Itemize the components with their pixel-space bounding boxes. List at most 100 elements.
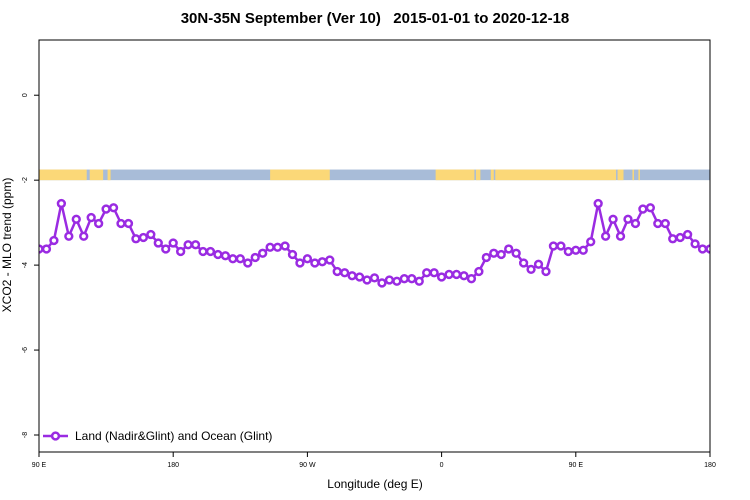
data-point	[638, 204, 648, 214]
plot-frame	[38, 39, 711, 453]
data-point	[690, 239, 700, 249]
data-point	[220, 251, 231, 261]
data-point	[571, 245, 581, 255]
land-segment	[638, 169, 640, 181]
data-point	[466, 274, 477, 284]
data-point	[183, 240, 193, 250]
data-point	[377, 278, 387, 288]
data-point	[101, 204, 111, 214]
data-point	[258, 248, 268, 258]
data-point	[354, 272, 365, 282]
data-point	[481, 252, 491, 263]
data-point	[108, 203, 119, 213]
data-point	[250, 252, 260, 263]
data-point	[422, 268, 432, 278]
data-point	[49, 235, 59, 246]
data-point	[325, 255, 335, 265]
data-point	[265, 242, 275, 252]
data-point	[511, 248, 521, 258]
data-point	[668, 234, 678, 244]
data-point	[272, 242, 283, 252]
legend-label: Land (Nadir&Glint) and Ocean (Glint)	[75, 429, 272, 443]
data-point	[697, 244, 708, 254]
x-axis-label: Longitude (deg E)	[327, 477, 423, 491]
data-point	[347, 271, 357, 281]
data-point	[407, 274, 417, 284]
data-point	[310, 258, 320, 268]
data-point	[362, 275, 372, 285]
land-ocean-band	[39, 169, 710, 181]
land-segment	[435, 169, 475, 181]
data-point	[399, 274, 409, 284]
data-point	[340, 268, 350, 278]
data-point	[198, 246, 208, 257]
data-point	[615, 231, 626, 241]
data-point	[56, 198, 67, 209]
y-tick-label: 0	[22, 93, 29, 97]
x-tick-label: 90 E	[569, 462, 584, 469]
data-point	[414, 276, 424, 286]
data-point	[123, 218, 134, 229]
y-tick-label: -2	[22, 177, 29, 183]
data-point	[489, 248, 499, 258]
land-segment	[107, 169, 111, 181]
data-point	[131, 234, 141, 244]
data-point	[645, 203, 656, 213]
legend-marker	[50, 431, 61, 441]
axes: 90 E 180 90 W 0 90 E 180 0 -2 -4 -6 -8	[22, 93, 716, 469]
data-point	[496, 249, 506, 260]
data-point	[302, 254, 313, 264]
data-point	[586, 237, 596, 247]
land-segment	[270, 169, 330, 181]
data-point	[429, 268, 439, 278]
data-point	[228, 254, 238, 264]
data-point	[384, 275, 395, 285]
data-point	[600, 231, 611, 241]
data-point	[675, 232, 685, 243]
land-segment	[632, 169, 634, 181]
data-point	[287, 249, 298, 260]
data-point	[459, 271, 469, 281]
data-point	[213, 249, 223, 260]
data-point	[190, 240, 201, 250]
data-point	[623, 214, 633, 224]
data-point	[504, 244, 514, 254]
data-point	[205, 246, 216, 257]
data-point	[243, 258, 253, 268]
data-point	[235, 254, 245, 264]
land-segment	[495, 169, 617, 181]
land-segment	[475, 169, 481, 181]
data-point	[317, 257, 327, 267]
data-point	[556, 241, 566, 251]
chart-title: 30N-35N September (Ver 10) 2015-01-01 to…	[180, 10, 570, 27]
x-tick-label: 90 E	[32, 462, 47, 469]
data-point	[630, 218, 641, 229]
series-line	[39, 202, 710, 285]
data-point	[392, 276, 402, 286]
y-tick-label: -4	[22, 262, 29, 268]
data-point	[138, 232, 149, 243]
data-point	[161, 244, 171, 254]
data-point	[86, 212, 96, 223]
land-segment	[39, 169, 87, 181]
data-point	[436, 272, 447, 282]
data-point	[280, 241, 290, 251]
land-segment	[617, 169, 624, 181]
y-tick-label: -8	[22, 432, 29, 438]
data-point	[79, 231, 89, 241]
data-point	[593, 198, 603, 209]
data-point	[153, 238, 163, 248]
data-point	[660, 218, 670, 229]
legend: Land (Nadir&Glint) and Ocean (Glint)	[43, 429, 272, 443]
data-point	[578, 245, 588, 255]
data-point	[608, 214, 618, 224]
x-tick-label: 90 W	[299, 462, 316, 469]
data-point	[93, 218, 104, 229]
data-point	[548, 241, 559, 251]
data-point	[444, 269, 454, 280]
x-tick-label: 180	[167, 462, 179, 469]
data-point	[518, 258, 529, 268]
data-point	[541, 266, 551, 277]
data-point	[653, 218, 663, 229]
